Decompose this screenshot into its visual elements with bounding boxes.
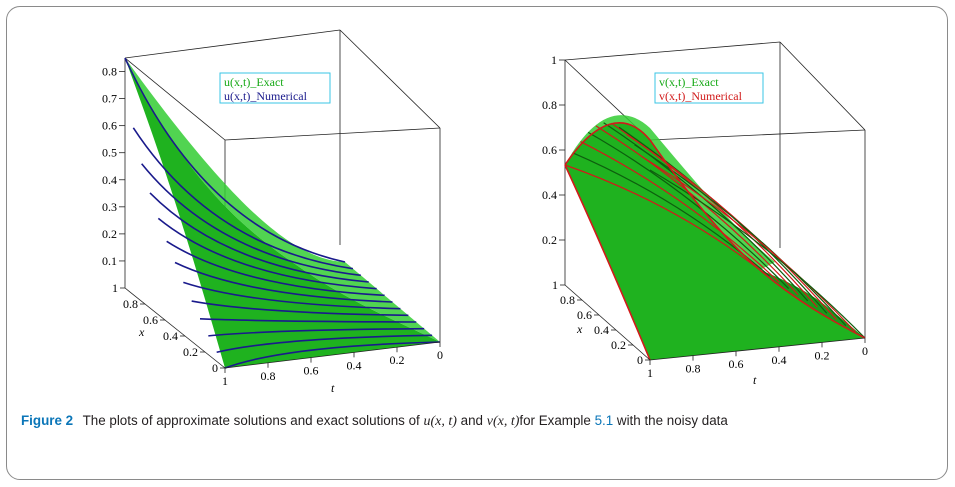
u-t-axis-label: t	[331, 381, 335, 395]
caption-text-before: The plots of approximate solutions and e…	[82, 413, 424, 428]
v-z-tick-label: 1	[551, 53, 557, 67]
v-plot-front-edges	[564, 284, 866, 361]
v-legend: v(x,t)_Exact v(x,t)_Numerical	[654, 72, 764, 104]
caption-label: Figure 2	[21, 413, 74, 428]
v-numerical-edge-curve	[564, 122, 866, 339]
u-t-tick-label: 0.6	[304, 364, 319, 378]
v-x-tick-label: 0.4	[594, 323, 609, 337]
u-x-tick-label: 0.6	[143, 313, 158, 327]
v-numerical-curve	[587, 131, 790, 289]
v-x-axis-label: x	[576, 322, 583, 336]
v-legend-numerical: v(x,t)_Numerical	[659, 89, 743, 103]
u-x-tick-label: 0	[212, 361, 218, 375]
u-numerical-curve	[124, 57, 346, 263]
v-z-axis-ticks: 0.2 0.4 0.6 0.8 1	[542, 53, 565, 247]
u-numerical-curve	[224, 341, 441, 369]
v-numerical-curves	[564, 122, 866, 361]
v-numerical-edge-curve	[564, 164, 651, 361]
u-numerical-curve	[157, 217, 377, 290]
u-numerical-curve	[166, 240, 385, 297]
u-z-tick-label: 0.8	[102, 65, 117, 79]
v-t-tick-label: 0.6	[729, 357, 744, 371]
v-x-tick-label: 1	[552, 278, 558, 292]
u-t-axis-ticks: 1 0.8 0.6 0.4 0.2 0	[222, 342, 443, 388]
u-numerical-curve	[191, 300, 409, 317]
u-z-tick-label: 0.1	[102, 254, 117, 268]
u-numerical-curve	[216, 334, 433, 354]
caption-and: and	[456, 413, 487, 428]
v-t-axis-label: t	[753, 373, 757, 387]
v-x-tick-label: 0	[637, 353, 643, 367]
v-t-axis-ticks: 1 0.8 0.6 0.4 0.2 0	[647, 338, 868, 380]
v-numerical-curve	[649, 169, 866, 339]
u-numerical-curve	[174, 261, 393, 303]
u-numerical-curve	[149, 192, 369, 283]
u-t-tick-label: 0.2	[390, 353, 405, 367]
u-t-tick-label: 0.4	[347, 358, 362, 372]
u-z-tick-label: 0.4	[102, 173, 117, 187]
v-numerical-curve	[603, 122, 809, 302]
u-numerical-curve	[183, 281, 401, 310]
u-plot-front-edges	[124, 287, 441, 369]
u-numerical-curves	[124, 57, 441, 369]
u-numerical-curve	[132, 127, 354, 270]
v-numerical-curve	[564, 164, 761, 271]
u-x-tick-label: 0.8	[123, 297, 138, 311]
u-t-tick-label: 1	[222, 374, 228, 388]
u-x-axis-label: x	[138, 325, 145, 339]
u-z-axis-ticks: 0.1 0.2 0.3 0.4 0.5 0.6 0.7 0.8	[102, 65, 125, 268]
u-x-tick-label: 1	[112, 281, 118, 295]
v-t-tick-label: 0.4	[772, 353, 787, 367]
u-z-tick-label: 0.6	[102, 119, 117, 133]
u-x-tick-label: 0.2	[183, 345, 198, 359]
v-t-tick-label: 0.8	[686, 362, 701, 376]
u-legend: u(x,t)_Exact u(x,t)_Numerical	[219, 72, 331, 104]
caption-example-ref[interactable]: 5.1	[594, 413, 614, 428]
u-legend-numerical: u(x,t)_Numerical	[224, 89, 308, 103]
figure-caption: Figure 2 The plots of approximate soluti…	[21, 411, 936, 432]
v-surface-plot: 0.20.40.60.81 00.20.40.60.81 1 0.8 0.6 0.4 0…	[542, 41, 868, 387]
u-z-tick-label: 0.5	[102, 146, 117, 160]
u-x-tick-label: 0.4	[163, 329, 178, 343]
u-t-tick-label: 0	[437, 348, 443, 362]
u-z-tick-label: 0.2	[102, 227, 117, 241]
v-t-tick-label: 0	[862, 344, 868, 358]
u-numerical-curve	[208, 327, 425, 337]
caption-text-for: for Example	[519, 413, 595, 428]
u-x-axis-ticks: 0 0.2 0.4 0.6 0.8 1	[112, 281, 225, 375]
u-exact-surface	[125, 58, 440, 368]
v-numerical-curve	[626, 134, 837, 320]
v-numerical-curve	[641, 156, 856, 333]
u-numerical-curve	[199, 318, 417, 323]
u-legend-exact: u(x,t)_Exact	[224, 75, 284, 89]
v-numerical-curve	[634, 144, 847, 327]
v-numerical-curve	[580, 141, 780, 283]
v-x-tick-label: 0.6	[577, 308, 592, 322]
u-z-tick-label: 0.7	[102, 92, 117, 106]
u-z-tick-label: 0.3	[102, 200, 117, 214]
caption-text-after: with the noisy data	[613, 413, 728, 428]
caption-v-expr: v(x, t)	[486, 414, 520, 429]
v-x-tick-label: 0.8	[560, 293, 575, 307]
v-z-tick-label: 0.4	[542, 188, 557, 202]
figure-frame	[6, 6, 948, 480]
caption-u-expr: u(x, t)	[423, 414, 457, 429]
v-t-tick-label: 0.2	[815, 348, 830, 362]
u-numerical-curve	[141, 163, 361, 277]
v-z-tick-label: 0.2	[542, 233, 557, 247]
v-x-tick-label: 0.2	[611, 338, 626, 352]
v-z-tick-label: 0.8	[542, 98, 557, 112]
v-z-tick-label: 0.6	[542, 143, 557, 157]
v-x-axis-ticks: 0 0.20.40.60.81	[552, 278, 650, 367]
v-t-tick-label: 1	[647, 366, 653, 380]
u-t-tick-label: 0.8	[261, 369, 276, 383]
v-legend-exact: v(x,t)_Exact	[659, 75, 719, 89]
v-exact-surface	[565, 115, 865, 360]
u-surface-plot: 0.10.20.30.40.50.60.70.8 00.20.40.60.81 …	[102, 29, 443, 395]
